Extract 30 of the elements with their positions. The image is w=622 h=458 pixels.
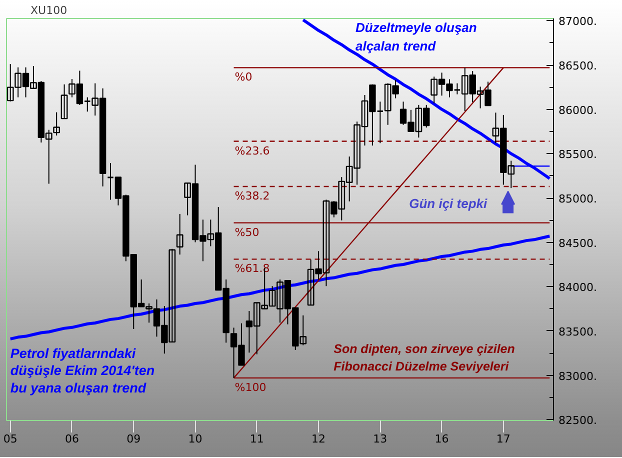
x-tick-label: 17 [496,432,510,446]
y-tick-label: 86500. [558,60,597,73]
y-tick-label: 86000. [558,104,597,117]
x-tick-label: 10 [188,432,202,446]
x-tick-label: 06 [64,432,79,446]
x-tick-label: 11 [250,432,264,446]
series-label: %38.2 [234,189,270,202]
x-tick-label: 16 [434,432,449,446]
series-label: Düzeltmeyle oluşan alçalan trend [355,20,477,54]
chart-title: XU100 [30,4,68,17]
y-tick-label: 83000. [558,370,597,383]
y-tick-label: 87000. [558,15,597,28]
x-tick-label: 12 [312,432,326,446]
y-tick-label: 84000. [558,281,597,294]
series-label: %0 [234,70,252,84]
series-label: %100 [234,380,266,394]
y-tick-label: 83500. [558,325,597,338]
series-label: Petrol fiyatlarındaki düşüşle Ekim 2014'ten bu yana oluşan trend [10,346,155,396]
x-tick-label: 09 [126,432,141,446]
y-tick-label: 84500. [558,236,597,250]
x-tick-label: 13 [373,432,388,446]
y-tick-label: 85500. [558,148,597,162]
annotation: Gün içi tepki [409,196,488,211]
x-tick-label: 05 [3,432,18,446]
annotation: Son dipten, son zirveye çizilen Fibonacci Düzelme Seviyeleri [334,342,516,374]
series-label: %50 [234,226,260,239]
y-tick-label: 85000. [558,192,597,206]
y-tick-label: 82500. [558,414,597,428]
series-label: %61.8 [234,262,270,276]
series-label: %23.6 [234,144,270,158]
